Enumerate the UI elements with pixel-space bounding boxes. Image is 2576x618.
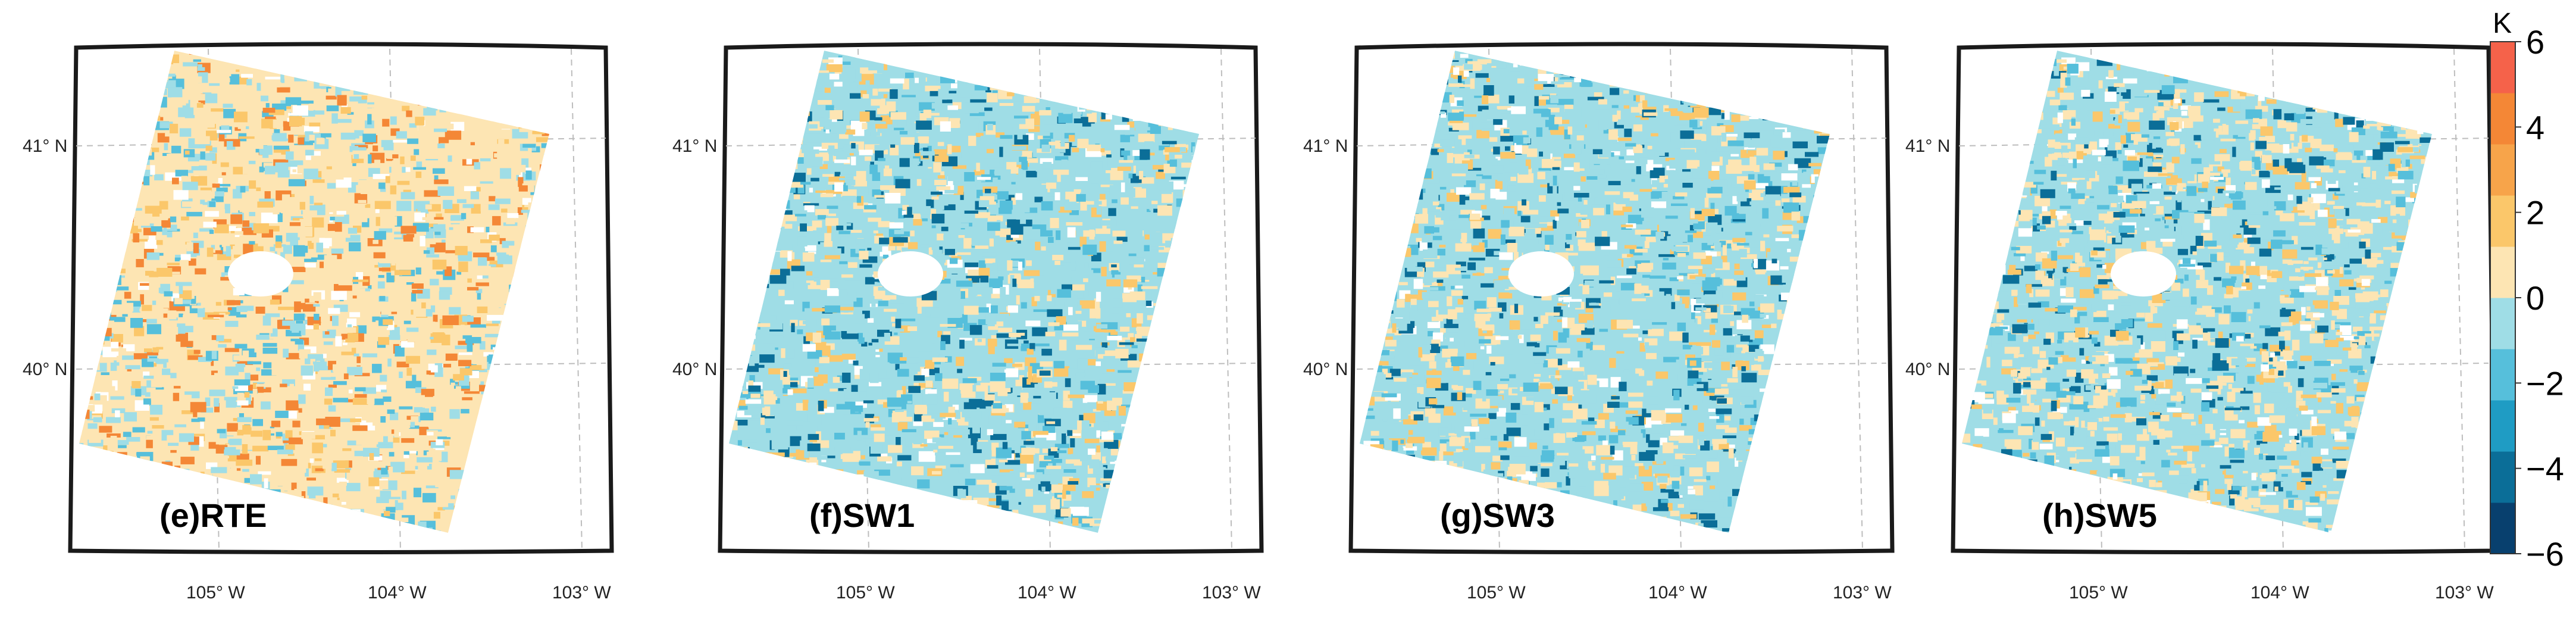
colorbar-segment: [2490, 502, 2515, 554]
map-frame: [68, 42, 614, 554]
colorbar-segment: [2490, 298, 2515, 349]
longitude-gridline: [571, 48, 583, 551]
no-data-lake: [228, 251, 293, 296]
longitude-label: 103° W: [1833, 583, 1892, 603]
longitude-label: 105° W: [186, 583, 245, 603]
map-frame: [1348, 42, 1895, 554]
lst-difference-swath: [1360, 51, 1830, 533]
longitude-label: 104° W: [1648, 583, 1707, 603]
latitude-label: 41° N: [672, 136, 717, 156]
longitude-label: 104° W: [1018, 583, 1076, 603]
colorbar-tick-label: 2: [2526, 194, 2544, 232]
colorbar-tick-label: −6: [2526, 535, 2564, 573]
latitude-label: 40° N: [1905, 360, 1950, 379]
panel-label: (g)SW3: [1440, 497, 1555, 534]
map-panel-g: 41° N 40° N 105° W 104° W 103° W (g)SW3: [1303, 42, 1895, 603]
colorbar-tick-label: 0: [2526, 279, 2544, 317]
colorbar-segment: [2490, 144, 2515, 196]
colorbar-segment: [2490, 246, 2515, 298]
no-data-lake: [1508, 251, 1574, 296]
colorbar-segment: [2490, 42, 2515, 93]
panel-label: (e)RTE: [159, 497, 267, 534]
map-panel-f: 41° N 40° N 105° W 104° W 103° W (f)SW1: [672, 42, 1264, 603]
colorbar-tick-label: 4: [2526, 108, 2544, 146]
latitude-label: 41° N: [23, 136, 67, 156]
no-data-lake: [878, 251, 943, 296]
colorbar: 6 4 2 0 −2 −4 −6 K: [2490, 8, 2564, 573]
map-panel-e: 41° N 40° N 105° W 104° W 103° W (e)RTE: [23, 42, 614, 603]
map-frame: [718, 42, 1264, 554]
longitude-label: 103° W: [1202, 583, 1261, 603]
colorbar-tick-label: −2: [2526, 364, 2564, 402]
panel-label: (f)SW1: [809, 497, 915, 534]
lst-difference-swath: [1962, 51, 2432, 533]
lst-difference-swath: [79, 51, 549, 533]
no-data-lake: [2111, 251, 2176, 296]
colorbar-segment: [2490, 400, 2515, 452]
longitude-gridline: [1851, 48, 1863, 551]
map-panel-h: 41° N 40° N 105° W 104° W 103° W (h)SW5: [1905, 42, 2497, 603]
longitude-label: 103° W: [2435, 583, 2494, 603]
colorbar-segment: [2490, 349, 2515, 401]
latitude-label: 41° N: [1905, 136, 1950, 156]
panel-label: (h)SW5: [2042, 497, 2157, 534]
lst-difference-swath: [729, 51, 1199, 533]
colorbar-segment: [2490, 195, 2515, 247]
longitude-label: 105° W: [1467, 583, 1526, 603]
colorbar-segment: [2490, 93, 2515, 145]
colorbar-tick-label: −4: [2526, 450, 2564, 488]
colorbar-unit: K: [2493, 8, 2512, 39]
longitude-label: 104° W: [2251, 583, 2309, 603]
longitude-gridline: [1220, 48, 1232, 551]
longitude-label: 105° W: [836, 583, 895, 603]
longitude-gridline: [2453, 48, 2465, 551]
longitude-label: 103° W: [552, 583, 611, 603]
latitude-label: 40° N: [23, 360, 67, 379]
longitude-label: 105° W: [2069, 583, 2128, 603]
colorbar-tick-label: 6: [2526, 23, 2544, 61]
latitude-label: 41° N: [1303, 136, 1348, 156]
colorbar-segment: [2490, 451, 2515, 503]
latitude-label: 40° N: [1303, 360, 1348, 379]
latitude-label: 40° N: [672, 360, 717, 379]
longitude-label: 104° W: [368, 583, 427, 603]
